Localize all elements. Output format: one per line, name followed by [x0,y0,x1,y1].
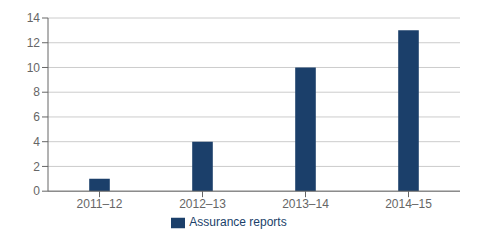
svg-text:4: 4 [33,135,40,149]
svg-text:2012–13: 2012–13 [179,197,226,211]
html-text:Assurance reports: Assurance reports [189,215,287,230]
svg-text:12: 12 [27,36,41,50]
svg-text:2011–12: 2011–12 [77,197,123,211]
svg-text:8: 8 [33,85,40,99]
svg-text:2: 2 [33,160,40,174]
svg-text:0: 0 [33,184,40,198]
svg-text:2013–14: 2013–14 [282,197,329,211]
svg-text:2014–15: 2014–15 [385,197,432,211]
svg-text:14: 14 [27,11,41,25]
svg-text:6: 6 [33,110,40,124]
svg-text:10: 10 [27,61,41,75]
